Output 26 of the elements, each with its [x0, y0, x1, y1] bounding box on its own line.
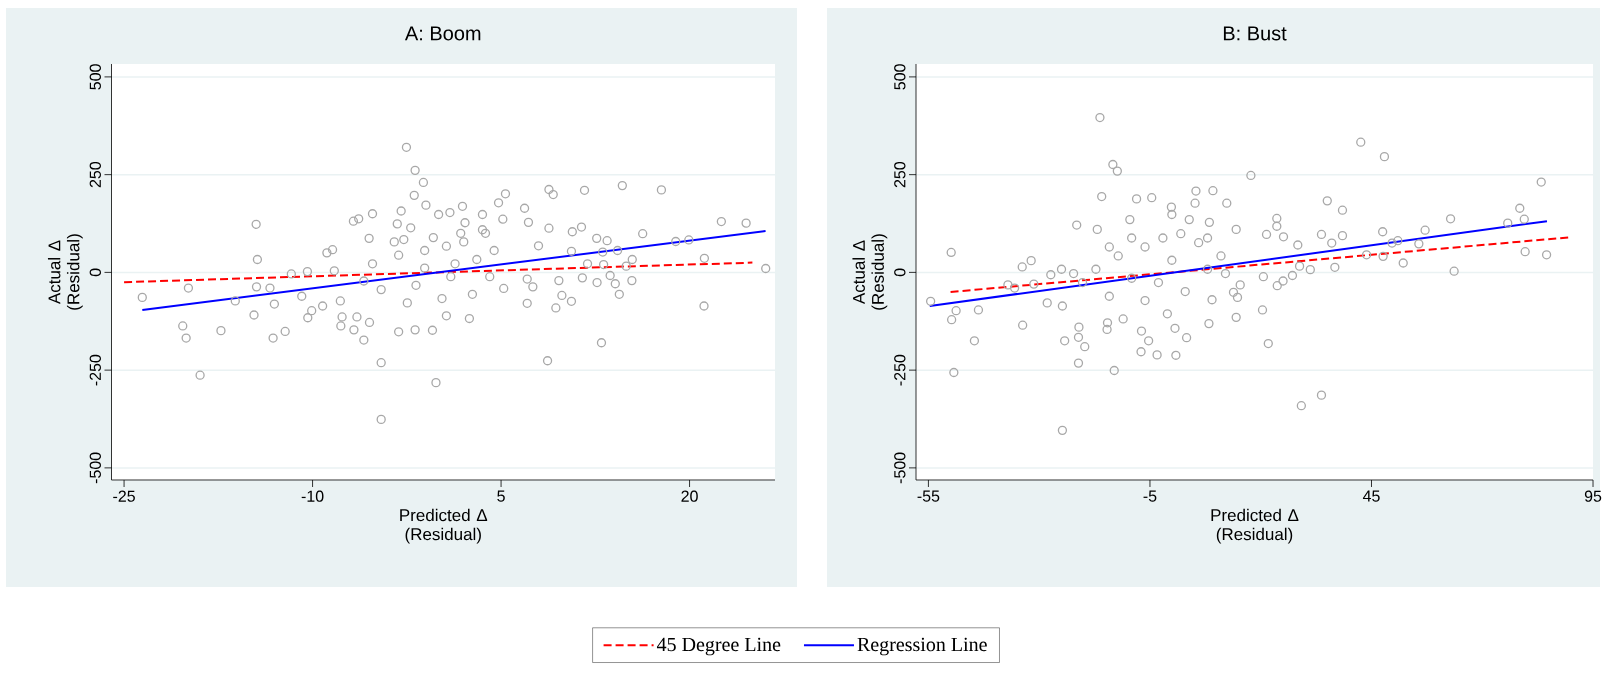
y-tick-label: 250: [894, 161, 906, 188]
x-tick-label: 5: [497, 490, 505, 502]
y-axis-title: Actual Δ (Residual): [852, 234, 888, 310]
legend-label: Regression Line: [857, 637, 987, 656]
chart-title: A: Boom: [404, 26, 481, 41]
y-tick-label: -500: [894, 452, 906, 484]
y-tick-label: 500: [89, 64, 101, 90]
x-tick-label: 45: [1362, 490, 1380, 502]
y-tick-label: -500: [89, 452, 101, 484]
y-tick-label: -250: [89, 354, 101, 386]
y-tick-label: 0: [89, 268, 101, 277]
x-tick-label: -25: [113, 490, 135, 502]
x-tick-label: -55: [917, 490, 940, 502]
y-tick-label: 500: [894, 64, 906, 90]
x-axis-title: Predicted Δ (Residual): [1211, 508, 1299, 544]
legend-label: 45 Degree Line: [656, 637, 781, 656]
y-tick-label: 0: [894, 268, 906, 277]
y-tick-label: -250: [894, 354, 906, 386]
y-axis-title: Actual Δ (Residual): [47, 234, 83, 310]
chart-title: B: Bust: [1223, 26, 1287, 41]
x-tick-label: -5: [1143, 490, 1157, 502]
x-tick-label: -10: [301, 490, 324, 502]
x-tick-label: 95: [1584, 490, 1602, 502]
y-tick-label: 250: [89, 161, 101, 188]
x-tick-label: 20: [681, 490, 698, 502]
x-axis-title: Predicted Δ (Residual): [400, 508, 488, 544]
